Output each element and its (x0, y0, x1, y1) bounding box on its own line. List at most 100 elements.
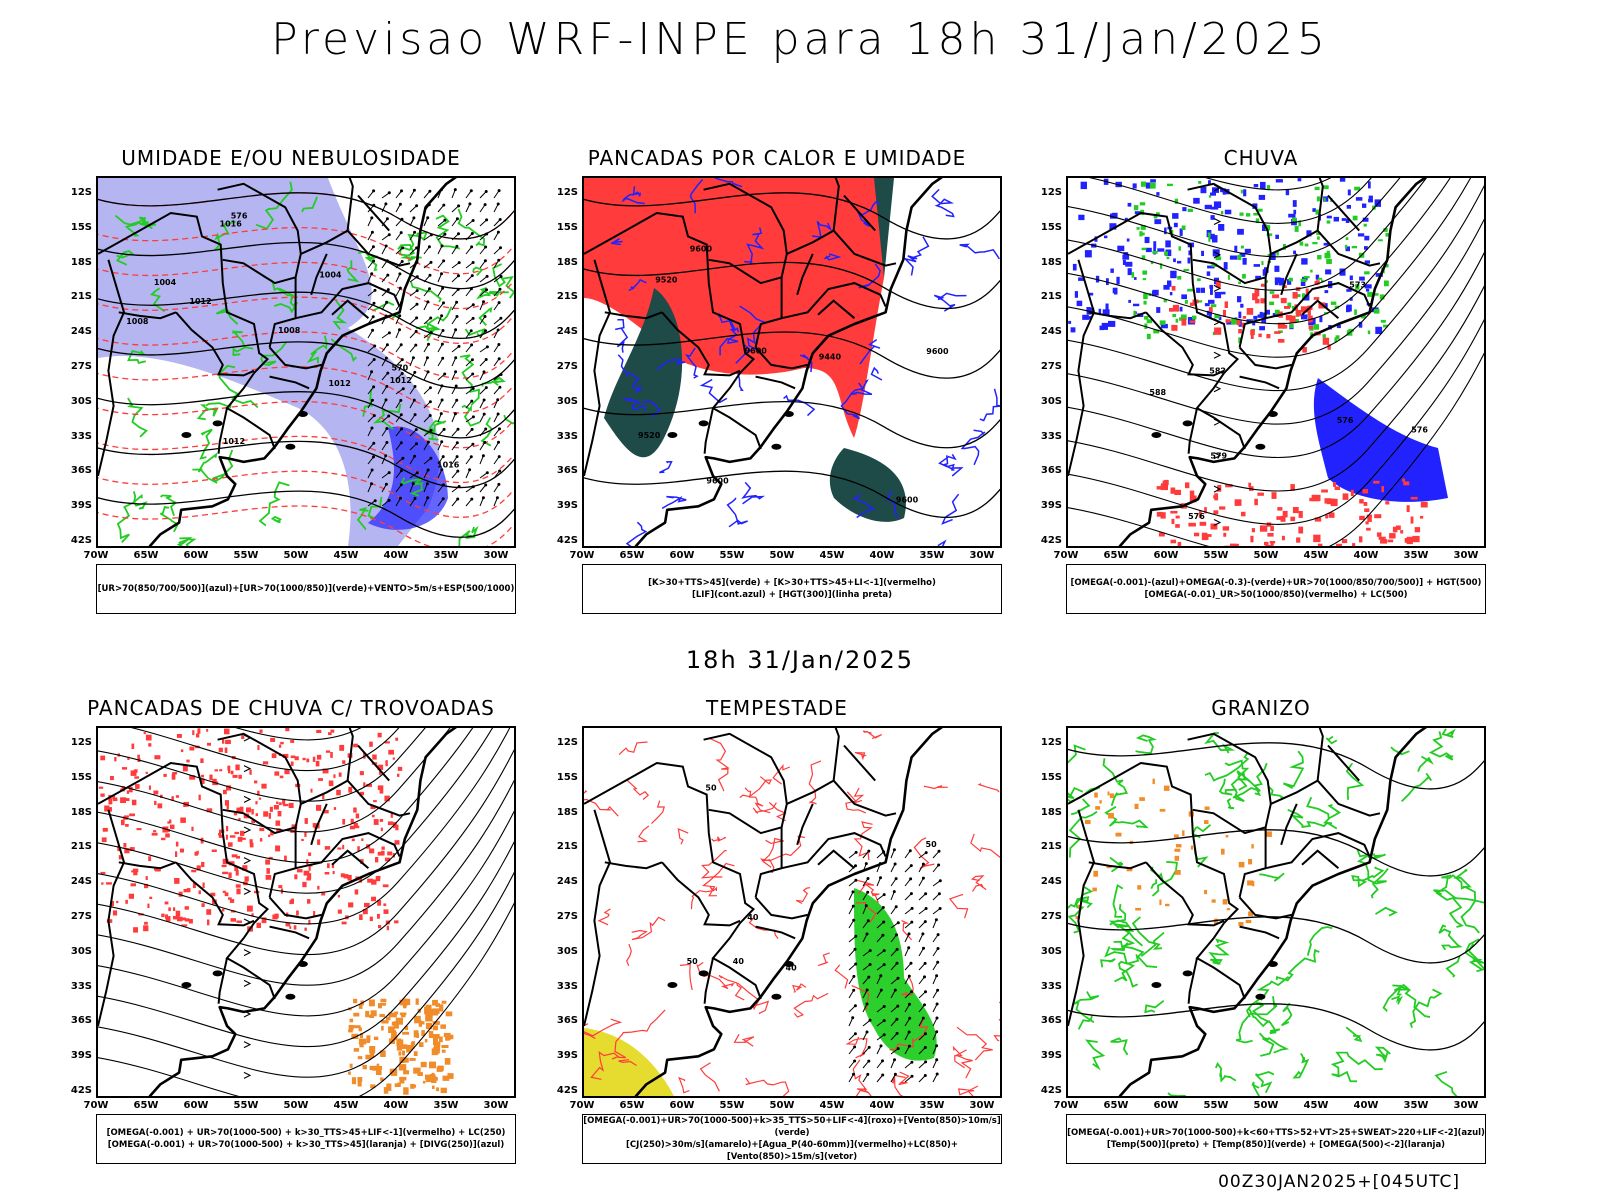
map-svg (98, 728, 514, 1096)
lat-tick-label: 18S (556, 256, 578, 268)
lon-tick-label: 45W (1303, 1100, 1329, 1111)
lc250-streamlines (98, 728, 514, 1096)
lat-tick-label: 42S (1040, 1085, 1062, 1096)
water-vapor-contours (584, 730, 1000, 1096)
panel-umidade: UMIDADE E/OU NEBULOSIDADE 1012 1004 1008 101… (56, 146, 526, 646)
contour-value-labels: 1012 1004 1008 1016 1012 1004 1008 1012 1016 1012… (126, 212, 459, 470)
legend-line: [LIF](cont.azul) + [HGT(300)](linha pret… (691, 590, 893, 600)
contour-label: 9600 (926, 347, 949, 356)
forecast-time-label: 18h 31/Jan/2025 (685, 646, 915, 674)
lon-tick-label: 55W (233, 1100, 259, 1111)
lon-tick-label: 40W (869, 1100, 895, 1111)
lon-tick-label: 35W (1403, 1100, 1429, 1111)
lon-tick-label: 30W (483, 550, 509, 561)
lat-tick-label: 39S (70, 1050, 92, 1062)
contour-label: 50 (926, 840, 938, 849)
legend-line: [K>30+TTS>45](verde) + [K>30+TTS>45+LI<-… (648, 578, 936, 588)
lat-tick-label: 42S (1040, 535, 1062, 546)
lon-tick-label: 65W (1103, 1100, 1129, 1111)
coastline-borders (584, 728, 943, 1096)
panel-legend: [UR>70(850/700/500)](azul)+[UR>70(1000/8… (96, 564, 516, 614)
omega-blue-area (1313, 378, 1448, 502)
lon-tick-label: 35W (919, 1100, 945, 1111)
lon-tick-label: 40W (1353, 550, 1379, 561)
lat-tick-label: 33S (1040, 430, 1062, 442)
lon-tick-label: 55W (233, 550, 259, 561)
lat-tick-label: 27S (556, 361, 578, 372)
lat-tick-label: 30S (556, 395, 578, 407)
coastline-borders (1068, 728, 1427, 1096)
lat-tick-label: 36S (556, 1015, 578, 1027)
lon-tick-label: 60W (1153, 550, 1179, 561)
lat-tick-label: 21S (1040, 841, 1062, 853)
lon-tick-label: 55W (719, 1100, 745, 1111)
lon-tick-label: 65W (133, 1100, 159, 1111)
contour-label: 1012 (390, 376, 412, 385)
lon-tick-label: 35W (919, 550, 945, 561)
lon-tick-label: 65W (133, 550, 159, 561)
lat-tick-label: 15S (1040, 771, 1062, 783)
lat-tick-label: 36S (1040, 1015, 1062, 1027)
contour-label: 9600 (706, 477, 729, 486)
lat-tick-label: 12S (1040, 187, 1062, 198)
map-svg (1068, 728, 1484, 1096)
lat-tick-label: 15S (556, 221, 578, 233)
map-plot: 9600 9600 9600 9600 9520 9520 9440 9600 (582, 176, 1002, 548)
lat-tick-label: 12S (556, 737, 578, 748)
panel-title: TEMPESTADE (706, 696, 848, 720)
contour-label: 570 (392, 363, 409, 372)
lat-tick-label: 18S (1040, 256, 1062, 268)
legend-line: [UR>70(850/700/500)](azul)+[UR>70(1000/8… (97, 584, 515, 594)
contour-label: 1016 (220, 220, 243, 229)
lat-tick-label: 24S (1040, 326, 1062, 338)
contour-label: 1012 (189, 297, 211, 306)
panel-title: GRANIZO (1211, 696, 1311, 720)
lon-tick-label: 50W (1253, 550, 1279, 561)
lon-tick-label: 45W (819, 1100, 845, 1111)
contour-label: 1008 (126, 317, 149, 326)
lat-tick-label: 36S (556, 465, 578, 477)
lon-tick-label: 40W (869, 550, 895, 561)
map-plot (1066, 726, 1486, 1098)
lifted-index-contours (610, 178, 1000, 546)
panel-legend: [OMEGA(-0.001)+UR>70(1000-500)+k>35_TTS>… (582, 1114, 1002, 1164)
lon-tick-label: 70W (569, 550, 595, 561)
lat-tick-label: 24S (556, 326, 578, 338)
legend-line: [OMEGA(-0.001) + UR>70(1000-500) + k>30_… (107, 1140, 505, 1150)
panel-legend: [K>30+TTS>45](verde) + [K>30+TTS>45+LI<-… (582, 564, 1002, 614)
contour-label: 9600 (745, 346, 768, 355)
lat-tick-label: 27S (70, 361, 92, 372)
lat-tick-label: 33S (70, 980, 92, 992)
panel-trovoadas: PANCADAS DE CHUVA C/ TROVOADAS 12S 15S 18S 2… (56, 696, 526, 1196)
contour-label: 588 (1149, 388, 1166, 397)
lat-tick-label: 21S (556, 841, 578, 853)
lon-tick-label: 35W (1403, 550, 1429, 561)
lon-tick-label: 40W (1353, 1100, 1379, 1111)
run-info-footer: 00Z30JAN2025+[045UTC] (1218, 1172, 1460, 1192)
contour-label: 9520 (655, 275, 678, 284)
lat-tick-label: 21S (1040, 291, 1062, 303)
panel-title: CHUVA (1223, 146, 1299, 170)
contour-label: 1012 (223, 437, 245, 446)
contour-label: 576 (1337, 416, 1354, 425)
humidity-deep-area (368, 426, 448, 530)
lat-tick-label: 27S (1040, 911, 1062, 922)
contour-value-labels: 40 50 50 40 40 50 (687, 783, 937, 972)
panel-granizo: GRANIZO 12S 15S 18S 21S 24S 27S 30S 33S 36S 39S 42S… (1026, 696, 1496, 1196)
map-svg: 40 50 50 40 40 50 (584, 728, 1000, 1096)
legend-line: [OMEGA(-0.001)+UR>70(1000-500)+k>35_TTS>… (583, 1116, 1001, 1138)
contour-label: 1012 (329, 379, 351, 388)
wind850-vectors (848, 848, 942, 1083)
legend-line: [OMEGA(-0.001)-(azul)+OMEGA(-0.3)-(verde… (1070, 578, 1482, 588)
lat-tick-label: 18S (556, 806, 578, 818)
lon-tick-label: 40W (383, 1100, 409, 1111)
lat-tick-label: 39S (556, 500, 578, 512)
lat-tick-label: 30S (70, 395, 92, 407)
contour-label: 579 (1210, 451, 1227, 460)
lat-tick-label: 36S (70, 1015, 92, 1027)
lon-tick-label: 50W (283, 1100, 309, 1111)
lat-tick-label: 42S (556, 535, 578, 546)
lat-tick-label: 12S (556, 187, 578, 198)
lon-tick-label: 70W (83, 550, 109, 561)
map-plot (96, 726, 516, 1098)
